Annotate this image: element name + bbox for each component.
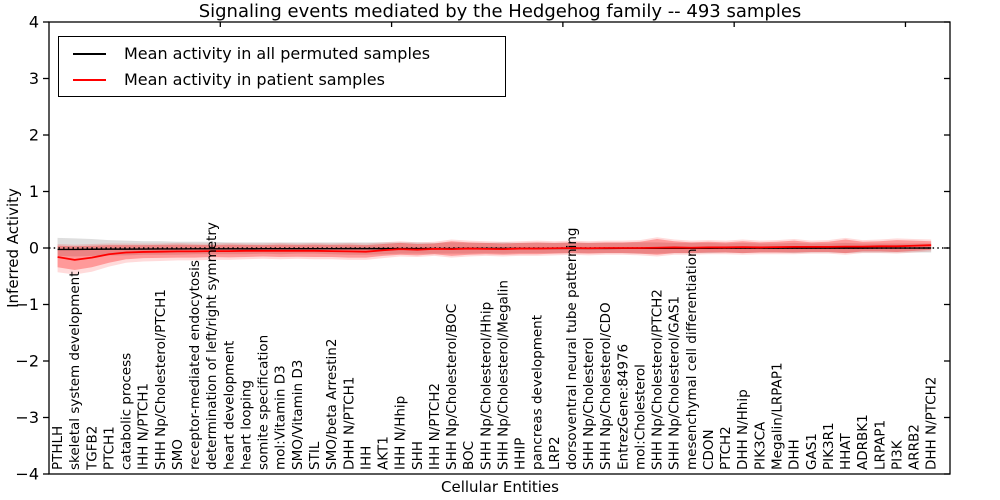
legend-label-patient: Mean activity in patient samples [124,70,385,89]
x-tick-label: PTCH2 [718,426,734,470]
patient-mean-line [57,244,932,261]
x-tick-label: DHH [787,439,803,470]
x-tick-label: LRP2 [547,436,563,470]
x-tick-label: SMO [170,439,186,470]
x-tick-label: TGFB2 [84,426,100,471]
y-tick-label: −4 [15,465,39,484]
x-tick-label: heart looping [238,380,254,470]
x-tick-label: SHH Np/Cholesterol/PTCH1 [153,289,169,470]
x-tick-label: SHH Np/Cholesterol/GAS1 [667,296,683,470]
y-tick-label: 2 [29,126,39,145]
x-tick-label: SHH Np/Cholesterol/CDO [598,302,614,470]
x-tick-label: IHH N/PTCH1 [136,383,152,470]
x-tick-label: PTHLH [50,426,66,470]
y-tick-label: 3 [29,69,39,88]
x-tick-label: SHH Np/Cholesterol/PTCH2 [650,289,666,470]
x-tick-label: BOC [461,441,477,470]
x-axis-label: Cellular Entities [441,478,559,496]
legend: Mean activity in all permuted samples Me… [58,36,506,97]
x-tick-label: SHH Np/Cholesterol [581,337,597,470]
x-tick-label: PTCH1 [101,426,117,470]
y-tick-label: −1 [15,295,39,314]
x-tick-label: IHH N/Hhip [393,396,409,470]
x-tick-label: DHH N/Hhip [735,389,751,470]
x-tick-label: CDON [701,429,717,470]
x-tick-label: DHH N/PTCH1 [341,377,357,470]
x-tick-label: GAS1 [804,433,820,470]
x-tick-label: pancreas development [530,315,546,470]
x-tick-label: mol:Cholesterol [632,364,648,470]
permuted-line-sample [73,52,106,55]
chart-title: Signaling events mediated by the Hedgeho… [198,1,802,22]
x-tick-label: skeletal system development [67,272,83,471]
x-tick-label: SHH Np/Cholesterol/Hhip [478,302,494,470]
y-tick-label: −2 [15,352,39,371]
patient-line-sample [73,78,106,81]
x-tick-label: PI3K [889,439,905,470]
x-tick-label: ARRB2 [907,424,923,470]
y-tick-label: 0 [29,239,39,258]
legend-label-permuted: Mean activity in all permuted samples [124,44,431,63]
x-tick-label: IHH [358,446,374,470]
x-tick-label: mol:Vitamin D3 [273,365,289,470]
x-tick-label: SMO/Vitamin D3 [290,360,306,470]
x-tick-label: Megalin/LRPAP1 [769,362,785,470]
x-tick-label: EntrezGene:84976 [615,344,631,470]
y-tick-label: −3 [15,408,39,427]
legend-entry-permuted: Mean activity in all permuted samples [59,44,505,63]
y-tick-label: 4 [29,13,39,32]
x-tick-label: somite specification [256,335,272,470]
x-tick-label: receptor-mediated endocytosis [187,260,203,470]
x-tick-label: SHH Np/Cholesterol/Megalin [495,280,511,470]
x-tick-label: HHIP [513,438,529,470]
x-tick-label: SHH Np/Cholesterol/BOC [444,304,460,470]
x-tick-label: ADRBK1 [855,414,871,470]
x-tick-label: HHAT [838,433,854,470]
x-tick-label: catabolic process [119,353,135,470]
x-tick-label: AKT1 [376,436,392,470]
x-tick-label: mesenchymal cell differentiation [684,248,700,470]
x-tick-label: DHH N/PTCH2 [924,377,940,470]
x-tick-label: SHH [410,441,426,470]
x-tick-label: STIL [307,441,323,470]
x-tick-label: dorsoventral neural tube patterning [564,228,580,470]
x-tick-label: heart development [221,341,237,470]
x-tick-label: LRPAP1 [872,420,888,470]
x-tick-label: SMO/beta Arrestin2 [324,339,340,470]
legend-entry-patient: Mean activity in patient samples [59,70,505,89]
x-tick-label: IHH N/PTCH2 [427,383,443,470]
permuted-range-band [57,237,932,257]
x-tick-label: PIK3CA [752,421,768,470]
x-tick-label: PIK3R1 [821,422,837,470]
x-tick-label: determination of left/right symmetry [204,222,220,470]
y-tick-label: 1 [29,182,39,201]
